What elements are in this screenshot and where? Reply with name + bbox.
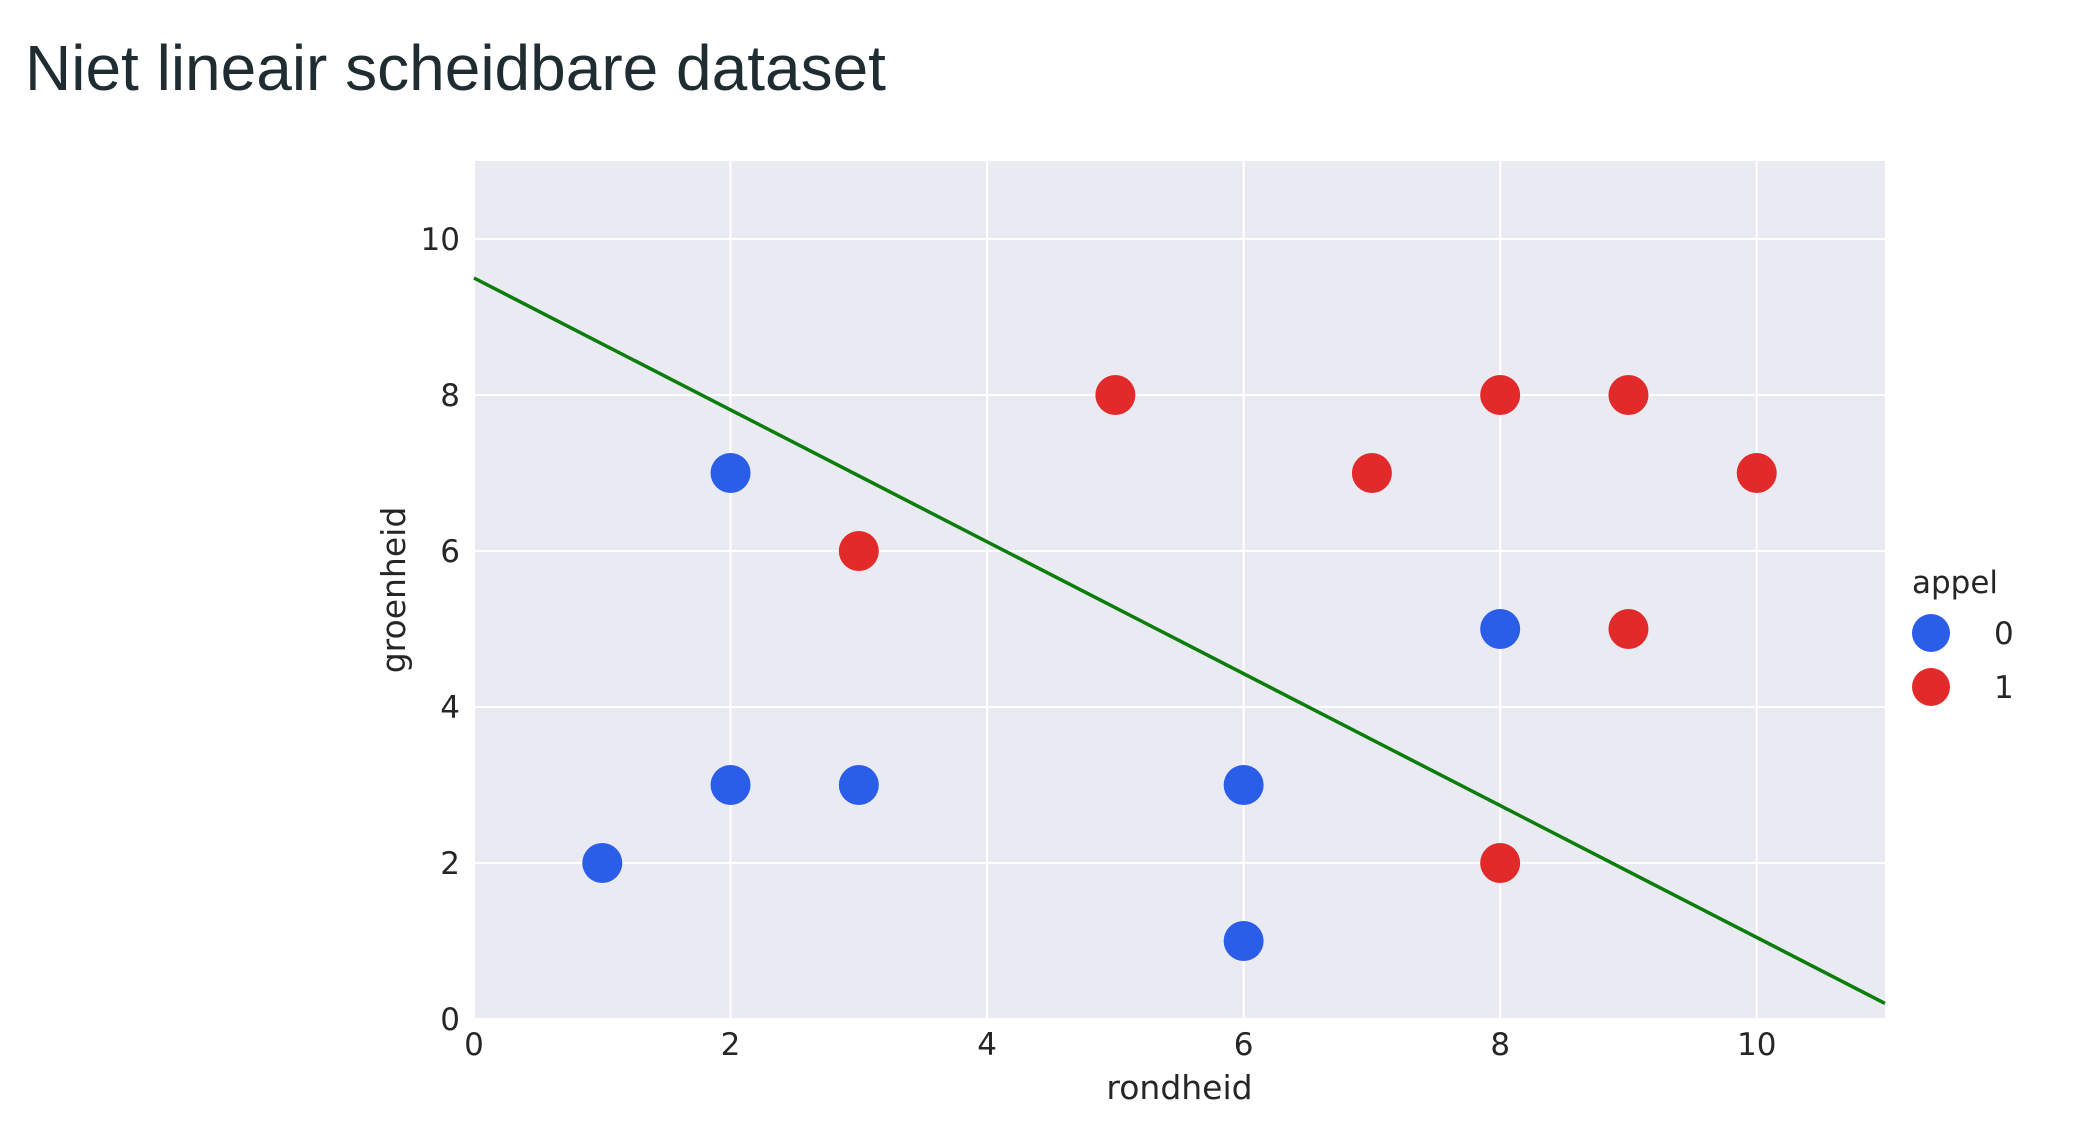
y-tick-label: 10	[421, 222, 460, 258]
y-axis-label: groenheid	[374, 507, 413, 674]
x-tick-label: 6	[1234, 1027, 1254, 1063]
legend-label: 1	[1994, 670, 2014, 706]
data-point-appel-0	[838, 765, 879, 805]
y-tick-label: 6	[440, 534, 460, 570]
data-point-appel-1	[1608, 375, 1649, 415]
plot-area	[474, 161, 1885, 1019]
data-point-appel-0	[1223, 921, 1264, 961]
page-title: Niet lineair scheidbare dataset	[25, 32, 886, 104]
y-tick-label: 0	[440, 1002, 460, 1038]
decision-boundary-line	[473, 276, 1886, 1005]
data-point-appel-1	[1480, 375, 1521, 415]
data-point-appel-1	[1095, 375, 1136, 415]
data-point-appel-1	[1736, 453, 1777, 493]
y-tick-label: 4	[440, 690, 460, 726]
x-tick-label: 2	[721, 1027, 741, 1063]
y-tick-label: 2	[440, 846, 460, 882]
data-point-appel-0	[1223, 765, 1264, 805]
data-point-appel-1	[1608, 609, 1649, 649]
data-point-appel-0	[1480, 609, 1521, 649]
x-tick-label: 0	[464, 1027, 484, 1063]
x-tick-label: 10	[1737, 1027, 1776, 1063]
y-tick-label: 8	[440, 378, 460, 414]
legend-title: appel	[1912, 565, 1998, 601]
legend-marker-0	[1912, 614, 1950, 652]
x-axis-label: rondheid	[1106, 1068, 1252, 1107]
data-point-appel-1	[1351, 453, 1392, 493]
data-point-appel-1	[1480, 843, 1521, 883]
legend-marker-1	[1912, 668, 1950, 706]
data-point-appel-0	[710, 453, 751, 493]
data-point-appel-1	[838, 531, 879, 571]
x-tick-label: 8	[1490, 1027, 1510, 1063]
data-point-appel-0	[582, 843, 623, 883]
legend-label: 0	[1994, 616, 2014, 652]
x-tick-label: 4	[977, 1027, 997, 1063]
data-point-appel-0	[710, 765, 751, 805]
